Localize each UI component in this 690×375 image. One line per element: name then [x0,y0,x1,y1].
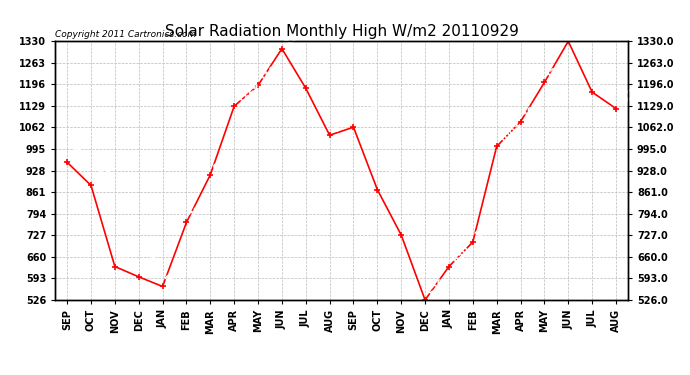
Text: 1184: 1184 [307,61,333,87]
Text: 1307: 1307 [284,21,309,47]
Text: 1038: 1038 [331,108,357,134]
Text: 1172: 1172 [593,64,620,91]
Title: Solar Radiation Monthly High W/m2 20110929: Solar Radiation Monthly High W/m2 201109… [165,24,518,39]
Text: 915: 915 [212,152,233,173]
Text: 767: 767 [188,200,209,221]
Text: 1202: 1202 [546,55,572,81]
Text: 630: 630 [116,244,137,265]
Text: 869: 869 [379,167,400,188]
Text: 1330: 1330 [570,14,595,40]
Text: 1003: 1003 [498,119,524,145]
Text: 706: 706 [474,219,495,241]
Text: 882: 882 [92,162,114,184]
Text: 630: 630 [451,244,472,265]
Text: 1121: 1121 [618,81,644,107]
Text: 728: 728 [402,212,424,234]
Text: Copyright 2011 Cartronics.com: Copyright 2011 Cartronics.com [55,30,197,39]
Text: 1080: 1080 [522,94,548,120]
Text: 598: 598 [140,254,161,276]
Text: 1193: 1193 [259,58,286,84]
Text: 954: 954 [68,140,90,161]
Text: 526: 526 [426,277,448,298]
Text: 1063: 1063 [355,100,381,126]
Text: 1128: 1128 [235,79,262,105]
Text: 568: 568 [164,264,186,285]
